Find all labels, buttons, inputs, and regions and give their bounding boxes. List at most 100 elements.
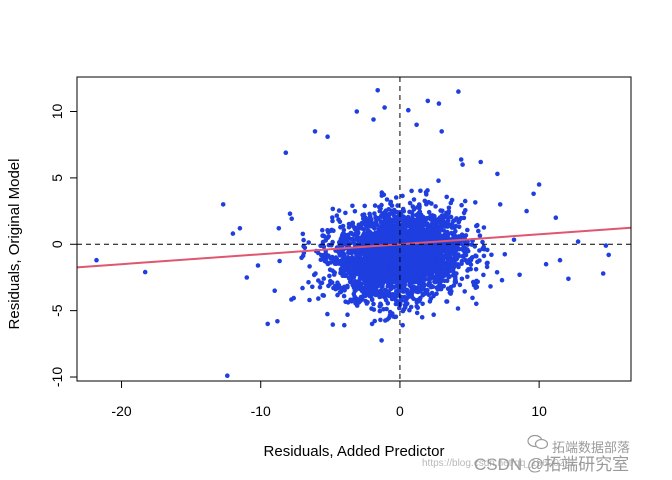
- scatter-point: [321, 276, 327, 281]
- scatter-point: [444, 299, 450, 304]
- scatter-point: [345, 284, 350, 290]
- x-tick-label: 0: [396, 403, 404, 419]
- scatter-point: [383, 264, 388, 269]
- scatter-point: [453, 223, 459, 229]
- scatter-point: [448, 214, 454, 220]
- scatter-point: [426, 209, 432, 215]
- scatter-point: [416, 229, 422, 235]
- scatter-point: [454, 271, 459, 276]
- scatter-point: [361, 259, 367, 265]
- scatter-point: [463, 233, 469, 238]
- scatter-point: [418, 244, 424, 249]
- scatter-point: [301, 237, 306, 243]
- scatter-point: [345, 312, 350, 318]
- scatter-point: [407, 200, 413, 206]
- scatter-point: [405, 256, 410, 261]
- scatter-point: [470, 279, 476, 285]
- scatter-point: [442, 268, 447, 274]
- watermark-csdn: CSDN @拓端研究室: [474, 455, 630, 474]
- scatter-point: [405, 247, 411, 253]
- scatter-point: [373, 289, 379, 294]
- scatter-point: [465, 260, 470, 266]
- scatter-point: [425, 270, 430, 276]
- scatter-point: [255, 263, 261, 268]
- scatter-point: [355, 297, 361, 302]
- scatter-point: [350, 220, 355, 226]
- scatter-point: [377, 280, 383, 285]
- scatter-point: [407, 307, 412, 313]
- scatter-point: [566, 276, 571, 282]
- scatter-point: [397, 211, 402, 217]
- scatter-point: [473, 267, 479, 272]
- scatter-point: [433, 204, 438, 209]
- scatter-point: [393, 293, 398, 298]
- scatter-point: [230, 231, 236, 236]
- scatter-point: [369, 235, 375, 240]
- scatter-point: [459, 261, 464, 267]
- scatter-point: [362, 203, 368, 209]
- scatter-point: [480, 239, 485, 245]
- scatter-point: [386, 291, 392, 296]
- scatter-point: [440, 243, 445, 249]
- scatter-point: [349, 236, 355, 242]
- scatter-point: [365, 265, 370, 271]
- scatter-point: [457, 282, 463, 288]
- scatter-point: [414, 310, 420, 316]
- scatter-point: [317, 285, 323, 290]
- scatter-point: [352, 209, 358, 214]
- scatter-point: [378, 317, 383, 323]
- scatter-point: [332, 283, 338, 289]
- scatter-point: [430, 251, 435, 256]
- scatter-point: [340, 223, 346, 229]
- scatter-point: [373, 263, 379, 269]
- scatter-point: [412, 273, 418, 279]
- scatter-point: [419, 315, 425, 320]
- scatter-point: [328, 255, 334, 261]
- scatter-point: [470, 295, 475, 301]
- scatter-point: [450, 259, 456, 265]
- scatter-point: [367, 216, 372, 222]
- scatter-point: [386, 259, 391, 265]
- scatter-point: [384, 197, 390, 202]
- watermark-wechat: 拓端数据部落: [552, 440, 631, 455]
- scatter-point: [393, 195, 399, 200]
- scatter-point: [401, 214, 406, 220]
- scatter-point: [361, 220, 367, 226]
- scatter-point: [361, 216, 366, 222]
- scatter-point: [387, 263, 393, 269]
- scatter-point: [445, 224, 451, 229]
- scatter-point: [439, 283, 444, 289]
- scatter-point: [465, 268, 470, 273]
- scatter-point: [289, 216, 295, 221]
- scatter-point: [369, 251, 375, 257]
- scatter-point: [445, 286, 451, 292]
- scatter-point: [339, 253, 345, 258]
- scatter-point: [369, 321, 375, 327]
- scatter-point: [402, 298, 408, 304]
- scatter-point: [407, 273, 413, 278]
- scatter-point: [367, 274, 373, 280]
- scatter-point: [553, 215, 559, 220]
- scatter-point: [406, 107, 411, 113]
- watermark-url: https://blog.csdn.net/qq_19600291: [422, 458, 576, 469]
- scatter-point: [454, 216, 459, 221]
- scatter-point: [331, 272, 337, 277]
- scatter-point: [360, 297, 365, 302]
- scatter-point: [377, 237, 382, 243]
- scatter-point: [321, 244, 327, 249]
- scatter-point: [427, 276, 433, 282]
- scatter-point: [439, 220, 444, 225]
- scatter-point: [336, 208, 342, 213]
- scatter-point: [375, 88, 381, 93]
- scatter-point: [369, 220, 374, 226]
- scatter-point: [392, 261, 397, 266]
- scatter-point: [425, 98, 431, 104]
- scatter-point: [387, 230, 393, 235]
- scatter-point: [349, 272, 355, 277]
- scatter-point: [459, 202, 464, 208]
- scatter-point: [416, 258, 422, 264]
- scatter-point: [391, 314, 396, 319]
- scatter-point: [410, 204, 416, 209]
- scatter-point: [414, 212, 419, 218]
